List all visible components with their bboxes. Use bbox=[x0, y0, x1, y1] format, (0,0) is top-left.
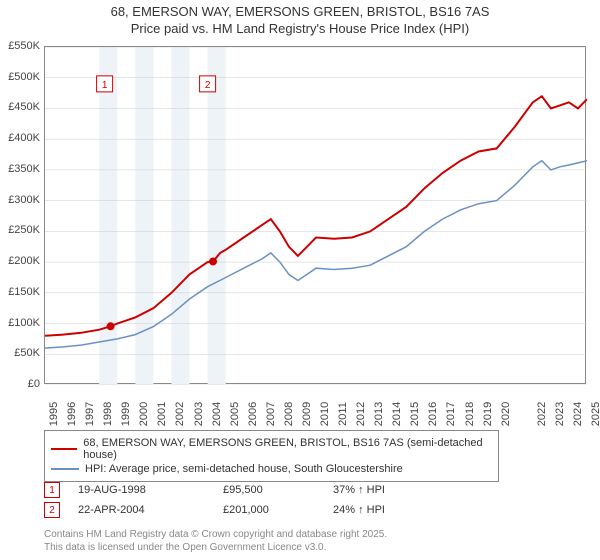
x-tick-label: 2025 bbox=[590, 402, 600, 426]
x-tick-label: 2009 bbox=[301, 402, 313, 426]
x-tick-label: 2018 bbox=[464, 402, 476, 426]
x-tick-label: 2001 bbox=[156, 402, 168, 426]
footer-text: Contains HM Land Registry data © Crown c… bbox=[44, 528, 387, 554]
x-tick-label: 2004 bbox=[211, 402, 223, 426]
x-tick-label: 2002 bbox=[174, 402, 186, 426]
marker-table: 1 19-AUG-1998£95,50037% ↑ HPI 2 22-APR-2004… bbox=[44, 478, 586, 522]
x-tick-label: 2016 bbox=[427, 402, 439, 426]
legend-swatch bbox=[51, 468, 79, 470]
title-block: 68, EMERSON WAY, EMERSONS GREEN, BRISTOL… bbox=[0, 0, 600, 40]
marker-pct: 37% ↑ HPI bbox=[333, 484, 453, 496]
x-tick-label: 2011 bbox=[337, 402, 349, 426]
x-tick-label: 2023 bbox=[554, 402, 566, 426]
svg-text:1: 1 bbox=[102, 80, 108, 91]
marker-row: 2 22-APR-2004£201,00024% ↑ HPI bbox=[44, 502, 586, 518]
x-tick-label: 1995 bbox=[48, 402, 60, 426]
marker-num-box: 1 bbox=[44, 482, 60, 498]
x-tick-label: 1999 bbox=[120, 402, 132, 426]
x-tick-label: 2014 bbox=[391, 402, 403, 426]
x-tick-label: 2003 bbox=[193, 402, 205, 426]
chart-plot-area: 12 bbox=[44, 46, 586, 384]
marker-price: £95,500 bbox=[223, 484, 333, 496]
x-tick-label: 2022 bbox=[536, 402, 548, 426]
marker-num-box: 2 bbox=[44, 502, 60, 518]
x-tick-label: 2008 bbox=[283, 402, 295, 426]
marker-price: £201,000 bbox=[223, 504, 333, 516]
x-tick-label: 2015 bbox=[409, 402, 421, 426]
y-tick-label: £250K bbox=[8, 224, 40, 236]
x-tick-label: 2007 bbox=[265, 402, 277, 426]
y-tick-label: £100K bbox=[8, 317, 40, 329]
title-line-2: Price paid vs. HM Land Registry's House … bbox=[0, 21, 600, 38]
y-tick-label: £50K bbox=[14, 347, 40, 359]
x-tick-label: 2005 bbox=[229, 402, 241, 426]
legend-item: HPI: Average price, semi-detached house,… bbox=[51, 463, 492, 475]
x-tick-label: 2010 bbox=[319, 402, 331, 426]
marker-date: 22-APR-2004 bbox=[78, 504, 223, 516]
x-tick-label: 2006 bbox=[247, 402, 259, 426]
x-tick-label: 2017 bbox=[445, 402, 457, 426]
x-tick-label: 2020 bbox=[500, 402, 512, 426]
legend-swatch bbox=[51, 448, 77, 450]
footer-line-2: This data is licensed under the Open Gov… bbox=[44, 541, 387, 554]
marker-date: 19-AUG-1998 bbox=[78, 484, 223, 496]
chart-svg: 12 bbox=[45, 47, 587, 385]
y-tick-label: £200K bbox=[8, 255, 40, 267]
footer-line-1: Contains HM Land Registry data © Crown c… bbox=[44, 528, 387, 541]
x-tick-label: 2000 bbox=[138, 402, 150, 426]
marker-pct: 24% ↑ HPI bbox=[333, 504, 453, 516]
y-tick-label: £450K bbox=[8, 101, 40, 113]
x-tick-label: 1998 bbox=[102, 402, 114, 426]
marker-row: 1 19-AUG-1998£95,50037% ↑ HPI bbox=[44, 482, 586, 498]
legend-box: 68, EMERSON WAY, EMERSONS GREEN, BRISTOL… bbox=[44, 430, 499, 482]
x-tick-label: 1997 bbox=[84, 402, 96, 426]
title-line-1: 68, EMERSON WAY, EMERSONS GREEN, BRISTOL… bbox=[0, 4, 600, 21]
y-tick-label: £150K bbox=[8, 286, 40, 298]
y-tick-label: £300K bbox=[8, 194, 40, 206]
y-tick-label: £0 bbox=[28, 378, 40, 390]
chart-container: 68, EMERSON WAY, EMERSONS GREEN, BRISTOL… bbox=[0, 0, 600, 560]
y-tick-label: £550K bbox=[8, 40, 40, 52]
legend-label: HPI: Average price, semi-detached house,… bbox=[85, 463, 403, 475]
legend-label: 68, EMERSON WAY, EMERSONS GREEN, BRISTOL… bbox=[83, 437, 492, 461]
x-tick-label: 2013 bbox=[373, 402, 385, 426]
y-tick-label: £400K bbox=[8, 132, 40, 144]
x-tick-label: 2024 bbox=[572, 402, 584, 426]
x-axis-labels: 1995 1996 1997 1998 1999 2000 2001 2002 2003 2004… bbox=[44, 386, 586, 426]
legend-item: 68, EMERSON WAY, EMERSONS GREEN, BRISTOL… bbox=[51, 437, 492, 461]
y-tick-label: £350K bbox=[8, 163, 40, 175]
y-tick-label: £500K bbox=[8, 71, 40, 83]
x-tick-label: 2012 bbox=[355, 402, 367, 426]
x-tick-label: 1996 bbox=[66, 402, 78, 426]
svg-text:2: 2 bbox=[205, 80, 211, 91]
y-axis-labels: £0£50K£100K£150K£200K£250K£300K£350K£400… bbox=[0, 46, 42, 384]
x-tick-label: 2019 bbox=[482, 402, 494, 426]
